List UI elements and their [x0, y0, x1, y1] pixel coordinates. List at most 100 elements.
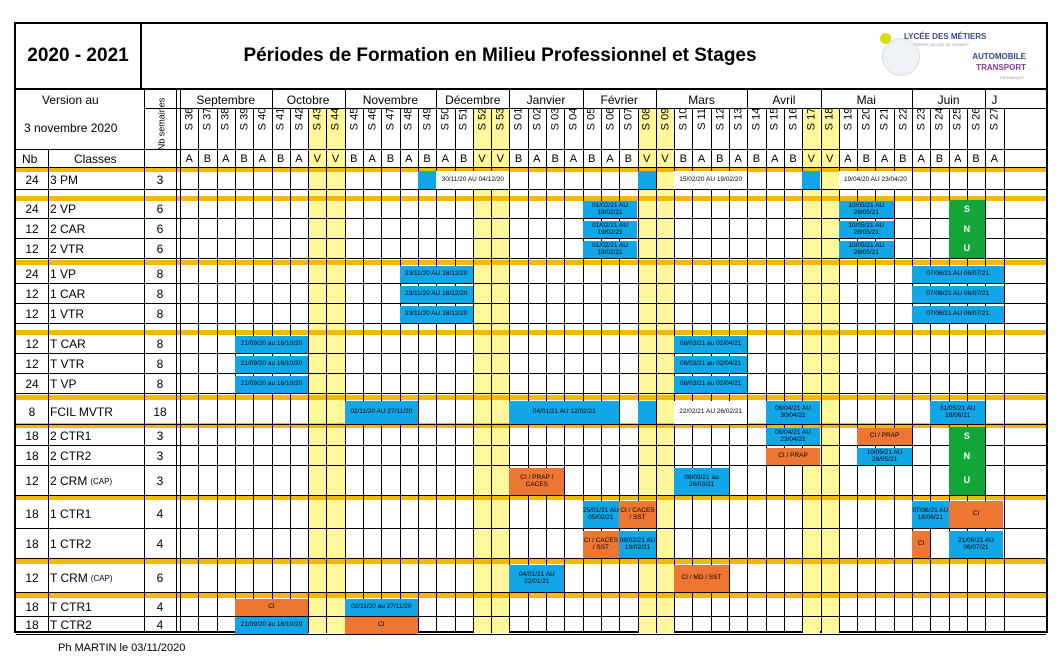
ab-label: V — [478, 153, 486, 165]
row-nb: 18 — [25, 600, 39, 614]
week-label: S 21 — [878, 107, 891, 131]
ab-label: A — [880, 153, 889, 165]
ab-label: A — [917, 153, 925, 165]
training-period: 21/09/20 au 16/10/20 — [234, 336, 309, 353]
week-label: S 06 — [604, 107, 617, 131]
grid-line — [546, 108, 547, 633]
logo-line: AUTOMOBILE — [972, 52, 1026, 61]
footer-author: Ph MARTIN le 03/11/2020 — [58, 642, 186, 654]
section-separator — [16, 559, 1046, 564]
week-label: S 19 — [841, 107, 854, 131]
grid-line — [491, 108, 493, 633]
section-separator — [16, 330, 1046, 335]
week-label: S 44 — [329, 107, 342, 131]
training-period: 10/05/21 AU 28/05/21 — [838, 241, 894, 258]
row-nb: 18 — [25, 537, 39, 551]
row-nb: 12 — [25, 222, 39, 236]
class-name: FCIL MVTR — [50, 405, 113, 419]
training-period: 04/01/21 AU 22/01/21 — [509, 565, 565, 592]
week-label: S 27 — [988, 107, 1001, 131]
ab-label: B — [514, 153, 523, 165]
vacation-column — [308, 108, 327, 633]
week-label: S 26 — [970, 107, 983, 131]
week-label: S 43 — [311, 107, 324, 131]
ab-label: V — [496, 153, 504, 165]
ab-label: V — [331, 153, 340, 165]
row-class: 1 VTR — [50, 305, 142, 323]
row-class: T VTR — [50, 355, 142, 373]
grid-line — [16, 528, 1046, 529]
grid-line — [399, 108, 401, 633]
month-label: Septembre — [196, 93, 256, 107]
class-qualifier: (CAP) — [90, 573, 113, 583]
week-label: S 47 — [384, 107, 397, 131]
ab-label: A — [569, 153, 578, 165]
snu-label: U — [948, 240, 986, 258]
week-label: S 22 — [896, 107, 909, 131]
week-label: S 04 — [567, 107, 580, 131]
class-qualifier: (CAP) — [90, 476, 113, 486]
training-period: 01/02/21 AU 19/02/21 — [582, 241, 638, 258]
grid-line — [582, 108, 584, 633]
ab-label: B — [679, 153, 687, 165]
grid-line — [16, 149, 1046, 150]
grid-line — [16, 323, 1046, 324]
class-name: 2 CTR2 — [50, 449, 92, 463]
week-label: S 16 — [787, 107, 800, 131]
grid-line — [948, 108, 950, 633]
training-period: 08/03/21 au 02/04/21 — [674, 356, 748, 373]
class-name: 1 CTR2 — [50, 537, 92, 551]
vacation-column — [326, 108, 345, 633]
training-period: 15/02/20 AU 19/02/20 — [674, 171, 748, 189]
row-class: T CTR2 — [50, 616, 142, 634]
ab-label: V — [642, 153, 651, 165]
grid-line — [144, 88, 145, 633]
training-period: 23/11/20 AU 18/12/20 — [399, 306, 473, 323]
row-semaines: 8 — [156, 377, 164, 391]
logo-line: PIERRE GILLES DE GENNES — [914, 42, 969, 47]
ab-label: B — [752, 153, 761, 165]
grid-line — [344, 88, 346, 108]
grid-line — [216, 108, 218, 633]
ab-label: V — [825, 153, 834, 165]
row-nb: 12 — [25, 337, 39, 351]
ab-label: A — [185, 153, 193, 165]
training-period: CI / MD / SST — [674, 565, 729, 592]
grid-line — [527, 108, 529, 633]
ab-label: B — [386, 153, 395, 165]
section-separator — [16, 196, 1046, 201]
training-period: 23/11/20 AU 18/12/20 — [399, 286, 473, 303]
training-period: 21/09/20 au 16/10/20 — [234, 356, 309, 373]
section-separator — [16, 260, 1046, 265]
week-label: S 39 — [238, 107, 251, 131]
vacation-column — [820, 108, 839, 633]
class-name: 1 VP — [50, 267, 77, 281]
ab-label: B — [551, 153, 559, 165]
logo-dot-icon — [880, 33, 891, 44]
grid-line — [381, 108, 383, 633]
row-nb: 12 — [25, 242, 39, 256]
grid-line — [271, 88, 273, 108]
section-separator — [16, 167, 1046, 172]
class-name: 1 CTR1 — [50, 507, 92, 521]
training-period: 07/06/21 AU 06/07/21 — [912, 286, 1004, 303]
training-period: 31/05/21 AU 18/06/21 — [930, 401, 986, 424]
row-semaines: 6 — [156, 222, 164, 236]
week-label: S 15 — [768, 107, 781, 131]
ab-label: A — [844, 153, 852, 165]
logo-line: LYCÉE DES MÉTIERS — [904, 32, 987, 41]
row-semaines: 4 — [156, 618, 164, 632]
training-period: 22/02/21 AU 26/02/21 — [674, 401, 748, 424]
row-semaines: 4 — [156, 507, 164, 521]
ab-label: A — [734, 153, 742, 165]
ab-label: A — [954, 153, 962, 165]
ab-label: V — [807, 153, 815, 165]
grid-line — [912, 88, 913, 108]
week-label: S 13 — [732, 107, 745, 131]
training-period: CI — [344, 617, 418, 634]
ab-label: A — [606, 153, 614, 165]
week-label: S 08 — [640, 107, 653, 131]
ab-label: B — [350, 153, 358, 165]
grid-line — [637, 108, 639, 633]
grid-line — [912, 108, 913, 633]
